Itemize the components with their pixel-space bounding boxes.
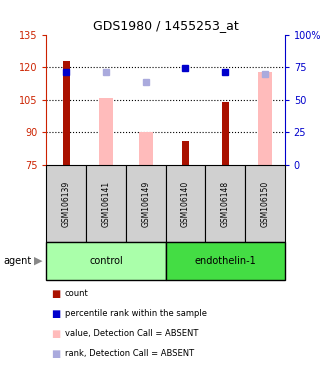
Text: control: control <box>89 256 123 266</box>
Text: ■: ■ <box>51 329 61 339</box>
FancyBboxPatch shape <box>126 165 166 242</box>
FancyBboxPatch shape <box>245 165 285 242</box>
FancyBboxPatch shape <box>46 165 86 242</box>
Bar <box>99 98 113 165</box>
FancyBboxPatch shape <box>86 165 126 242</box>
Text: GSM106149: GSM106149 <box>141 180 150 227</box>
Text: agent: agent <box>3 256 31 266</box>
Text: value, Detection Call = ABSENT: value, Detection Call = ABSENT <box>65 329 198 338</box>
FancyBboxPatch shape <box>166 242 285 280</box>
Text: percentile rank within the sample: percentile rank within the sample <box>65 309 207 318</box>
Bar <box>258 71 272 165</box>
Text: count: count <box>65 289 88 298</box>
Text: GSM106139: GSM106139 <box>62 180 71 227</box>
Text: ■: ■ <box>51 309 61 319</box>
Bar <box>182 141 189 165</box>
Text: ■: ■ <box>51 349 61 359</box>
FancyBboxPatch shape <box>166 165 205 242</box>
Bar <box>221 102 229 165</box>
Text: rank, Detection Call = ABSENT: rank, Detection Call = ABSENT <box>65 349 194 358</box>
Text: ▶: ▶ <box>34 256 42 266</box>
Text: GDS1980 / 1455253_at: GDS1980 / 1455253_at <box>93 19 238 32</box>
Text: endothelin-1: endothelin-1 <box>194 256 256 266</box>
Text: GSM106140: GSM106140 <box>181 180 190 227</box>
Text: GSM106141: GSM106141 <box>101 180 111 227</box>
Text: GSM106148: GSM106148 <box>220 180 230 227</box>
Bar <box>139 132 153 165</box>
FancyBboxPatch shape <box>46 242 166 280</box>
Bar <box>63 61 70 165</box>
Text: GSM106150: GSM106150 <box>260 180 269 227</box>
FancyBboxPatch shape <box>205 165 245 242</box>
Text: ■: ■ <box>51 289 61 299</box>
